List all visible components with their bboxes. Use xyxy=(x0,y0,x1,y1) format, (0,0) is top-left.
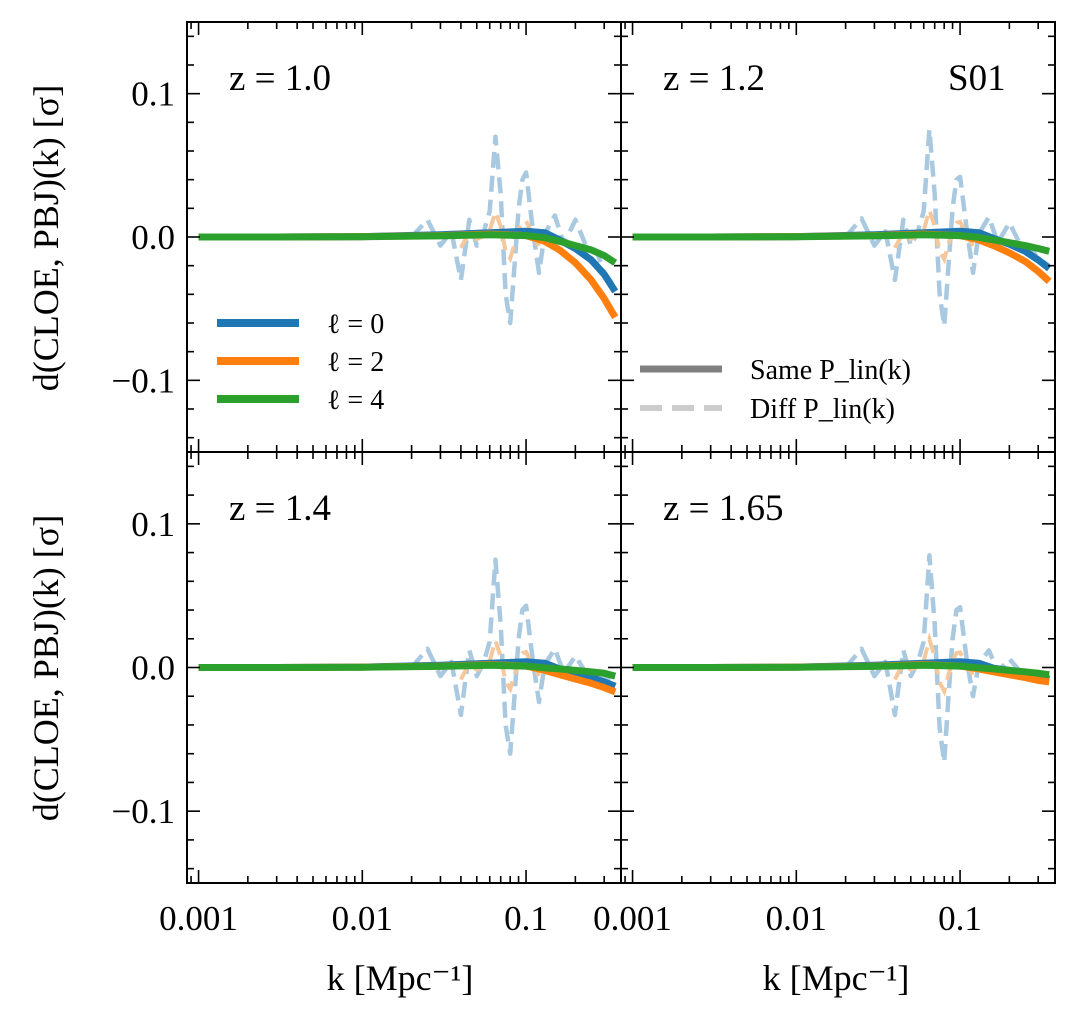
redshift-label: z = 1.65 xyxy=(663,488,784,529)
plot-area xyxy=(198,134,619,326)
x-axis-label-right: k [Mpc⁻¹] xyxy=(763,958,910,998)
legend-label-same: Same P_lin(k) xyxy=(750,355,911,386)
series-line-l2 xyxy=(198,230,619,320)
legend-label-l0: ℓ = 0 xyxy=(327,309,384,340)
diff-line-l0 xyxy=(843,127,1051,329)
series-line-l4 xyxy=(198,231,618,266)
legend-linestyles: Same P_lin(k) Diff P_lin(k) xyxy=(640,355,911,425)
legend-label-l2: ℓ = 2 xyxy=(327,347,384,378)
y-tick-label: −0.1 xyxy=(112,792,176,831)
panel-3: 0.001 0.01 0.1 −0.1 0.0 0.1 z = 1.4 xyxy=(112,451,622,938)
x-tick-label: 0.1 xyxy=(504,899,548,938)
y-tick-label: 0.1 xyxy=(131,505,175,544)
legend-multipoles: ℓ = 0 ℓ = 2 ℓ = 4 xyxy=(217,309,384,416)
redshift-label: z = 1.0 xyxy=(229,58,331,99)
series-line-l4 xyxy=(198,661,617,680)
diff-line-l0 xyxy=(843,553,1050,765)
plot-area xyxy=(632,127,1052,329)
y-axis-label-bottom: d(CLOE, PBJ)(k) [σ] xyxy=(26,515,66,821)
redshift-label: z = 1.4 xyxy=(229,488,331,529)
panels: −0.1 0.0 0.1 z = 1.0 z = 1.2 0.001 0.01 0.1 −0.1… xyxy=(112,21,1056,938)
y-axis-label-top: d(CLOE, PBJ)(k) [σ] xyxy=(26,85,66,391)
series-line-l4 xyxy=(632,231,1051,255)
x-tick-label: 0.001 xyxy=(593,899,672,938)
redshift-label: z = 1.2 xyxy=(663,58,765,99)
y-tick-label: 0.1 xyxy=(131,75,175,114)
plot-area xyxy=(198,557,617,756)
x-tick-label: 0.1 xyxy=(938,899,982,938)
panel-2: z = 1.2 xyxy=(620,21,1056,453)
legend-label-l4: ℓ = 4 xyxy=(327,385,384,416)
diff-line-l0 xyxy=(409,134,617,326)
x-tick-label: 0.001 xyxy=(159,899,238,938)
y-tick-label: −0.1 xyxy=(112,361,176,400)
y-tick-label: 0.0 xyxy=(131,218,175,257)
y-tick-label: 0.0 xyxy=(131,649,175,688)
legend-label-diff: Diff P_lin(k) xyxy=(750,394,895,425)
x-tick-label: 0.01 xyxy=(766,899,827,938)
diff-line-l0 xyxy=(409,557,616,756)
series-line-l4 xyxy=(632,661,1050,679)
sample-badge: S01 xyxy=(948,58,1006,99)
x-tick-label: 0.01 xyxy=(332,899,393,938)
x-axis-label-left: k [Mpc⁻¹] xyxy=(327,958,474,998)
panel-4: 0.001 0.01 0.1 z = 1.65 xyxy=(593,451,1056,938)
plot-area xyxy=(632,553,1051,765)
